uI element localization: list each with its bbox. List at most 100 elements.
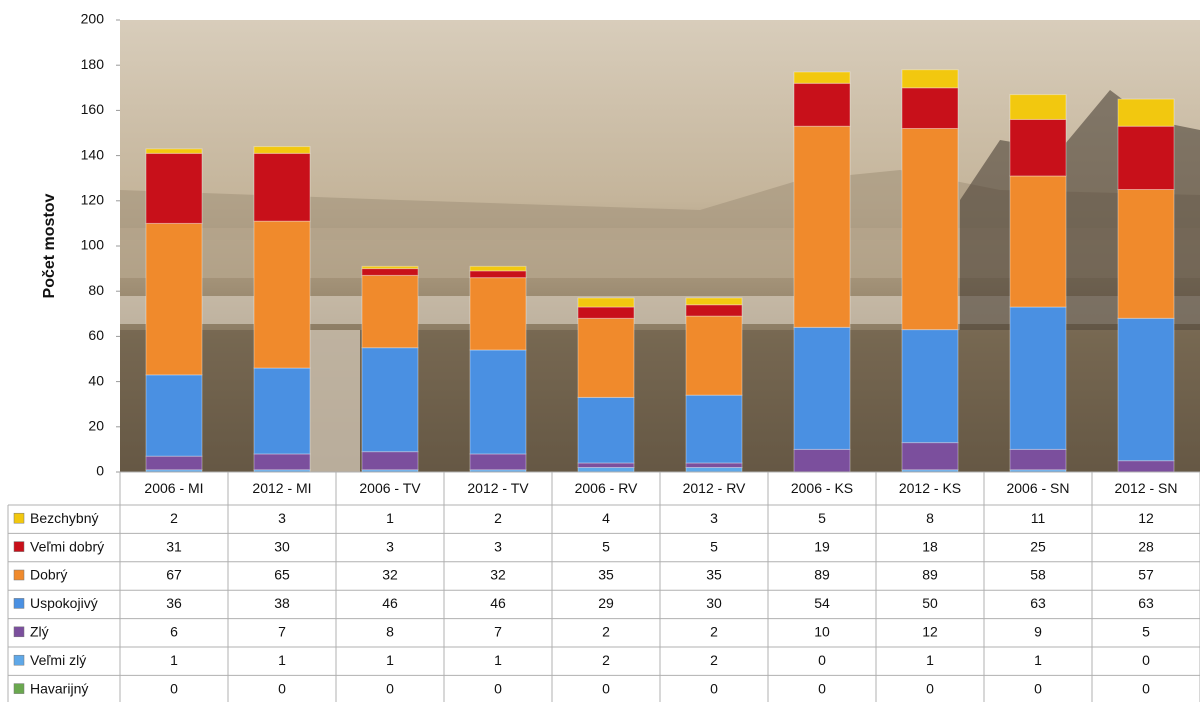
table-value: 18 — [922, 538, 938, 554]
table-value: 0 — [1142, 680, 1150, 696]
table-value: 35 — [706, 567, 722, 583]
table-value: 0 — [818, 652, 826, 668]
legend-swatch — [14, 655, 24, 665]
table-value: 0 — [170, 680, 178, 696]
legend-swatch — [14, 542, 24, 552]
table-value: 1 — [170, 652, 178, 668]
bar-segment — [794, 83, 850, 126]
bar-segment — [578, 467, 634, 472]
table-value: 7 — [494, 624, 502, 640]
table-value: 0 — [818, 680, 826, 696]
table-value: 5 — [602, 538, 610, 554]
bar-segment — [578, 318, 634, 397]
legend-swatch — [14, 684, 24, 694]
x-tick-label: 2006 - SN — [1006, 480, 1069, 496]
legend-label: Veľmi zlý — [30, 652, 86, 668]
bar-segment — [362, 348, 418, 452]
bar-segment — [902, 128, 958, 329]
bar-segment — [146, 223, 202, 374]
table-value: 2 — [602, 624, 610, 640]
y-axis-label: Počet mostov — [41, 193, 58, 298]
table-value: 5 — [1142, 624, 1150, 640]
bar-segment — [686, 395, 742, 463]
legend-swatch — [14, 513, 24, 523]
bar-segment — [1010, 119, 1066, 176]
legend-label: Bezchybný — [30, 510, 98, 526]
bar-segment — [1118, 318, 1174, 460]
table-value: 1 — [386, 652, 394, 668]
legend-label: Uspokojivý — [30, 595, 98, 611]
table-value: 1 — [926, 652, 934, 668]
table-value: 0 — [1142, 652, 1150, 668]
table-value: 2 — [494, 510, 502, 526]
bar-segment — [1118, 190, 1174, 319]
table-value: 63 — [1138, 595, 1154, 611]
table-value: 0 — [386, 680, 394, 696]
table-value: 3 — [710, 510, 718, 526]
table-value: 9 — [1034, 624, 1042, 640]
bar-segment — [362, 452, 418, 470]
table-value: 19 — [814, 538, 830, 554]
table-value: 63 — [1030, 595, 1046, 611]
table-value: 54 — [814, 595, 830, 611]
x-tick-label: 2006 - TV — [359, 480, 421, 496]
bar-segment — [254, 153, 310, 221]
table-value: 38 — [274, 595, 290, 611]
table-value: 2 — [602, 652, 610, 668]
y-tick-label: 140 — [81, 146, 105, 162]
table-value: 6 — [170, 624, 178, 640]
bar-segment — [254, 368, 310, 454]
table-value: 89 — [922, 567, 938, 583]
table-value: 2 — [170, 510, 178, 526]
table-value: 11 — [1031, 510, 1046, 526]
bar-segment — [146, 153, 202, 223]
bar-segment — [902, 88, 958, 129]
table-value: 35 — [598, 567, 614, 583]
bar-segment — [1118, 99, 1174, 126]
table-value: 5 — [710, 538, 718, 554]
bar-segment — [902, 443, 958, 470]
bar-segment — [686, 298, 742, 305]
bar-segment — [146, 375, 202, 456]
table-value: 0 — [926, 680, 934, 696]
y-tick-label: 180 — [81, 56, 105, 72]
y-tick-label: 0 — [96, 463, 104, 479]
table-value: 1 — [1034, 652, 1042, 668]
table-value: 3 — [386, 538, 394, 554]
y-tick-label: 120 — [81, 192, 105, 208]
legend-label: Havarijný — [30, 680, 88, 696]
bar-segment — [470, 266, 526, 271]
legend-swatch — [14, 570, 24, 580]
bar-segment — [686, 467, 742, 472]
table-value: 4 — [602, 510, 610, 526]
legend-swatch — [14, 627, 24, 637]
bar-segment — [362, 275, 418, 347]
bar-segment — [686, 463, 742, 468]
table-value: 31 — [166, 538, 182, 554]
bar-segment — [146, 149, 202, 154]
table-value: 50 — [922, 595, 938, 611]
y-tick-label: 40 — [88, 372, 104, 388]
table-value: 29 — [598, 595, 614, 611]
table-value: 30 — [274, 538, 290, 554]
table-value: 8 — [386, 624, 394, 640]
x-tick-label: 2006 - KS — [791, 480, 853, 496]
bar-segment — [362, 269, 418, 276]
bar-segment — [686, 305, 742, 316]
table-value: 46 — [382, 595, 398, 611]
table-value: 46 — [490, 595, 506, 611]
legend-label: Dobrý — [30, 567, 67, 583]
bar-segment — [686, 316, 742, 395]
bar-segment — [794, 126, 850, 327]
table-value: 10 — [814, 624, 830, 640]
y-tick-label: 200 — [81, 11, 105, 27]
table-value: 65 — [274, 567, 290, 583]
table-value: 58 — [1030, 567, 1046, 583]
bar-segment — [578, 298, 634, 307]
table-value: 0 — [602, 680, 610, 696]
bar-segment — [254, 454, 310, 470]
table-value: 28 — [1138, 538, 1154, 554]
table-value: 2 — [710, 652, 718, 668]
bar-segment — [1010, 95, 1066, 120]
y-tick-label: 80 — [88, 282, 104, 298]
